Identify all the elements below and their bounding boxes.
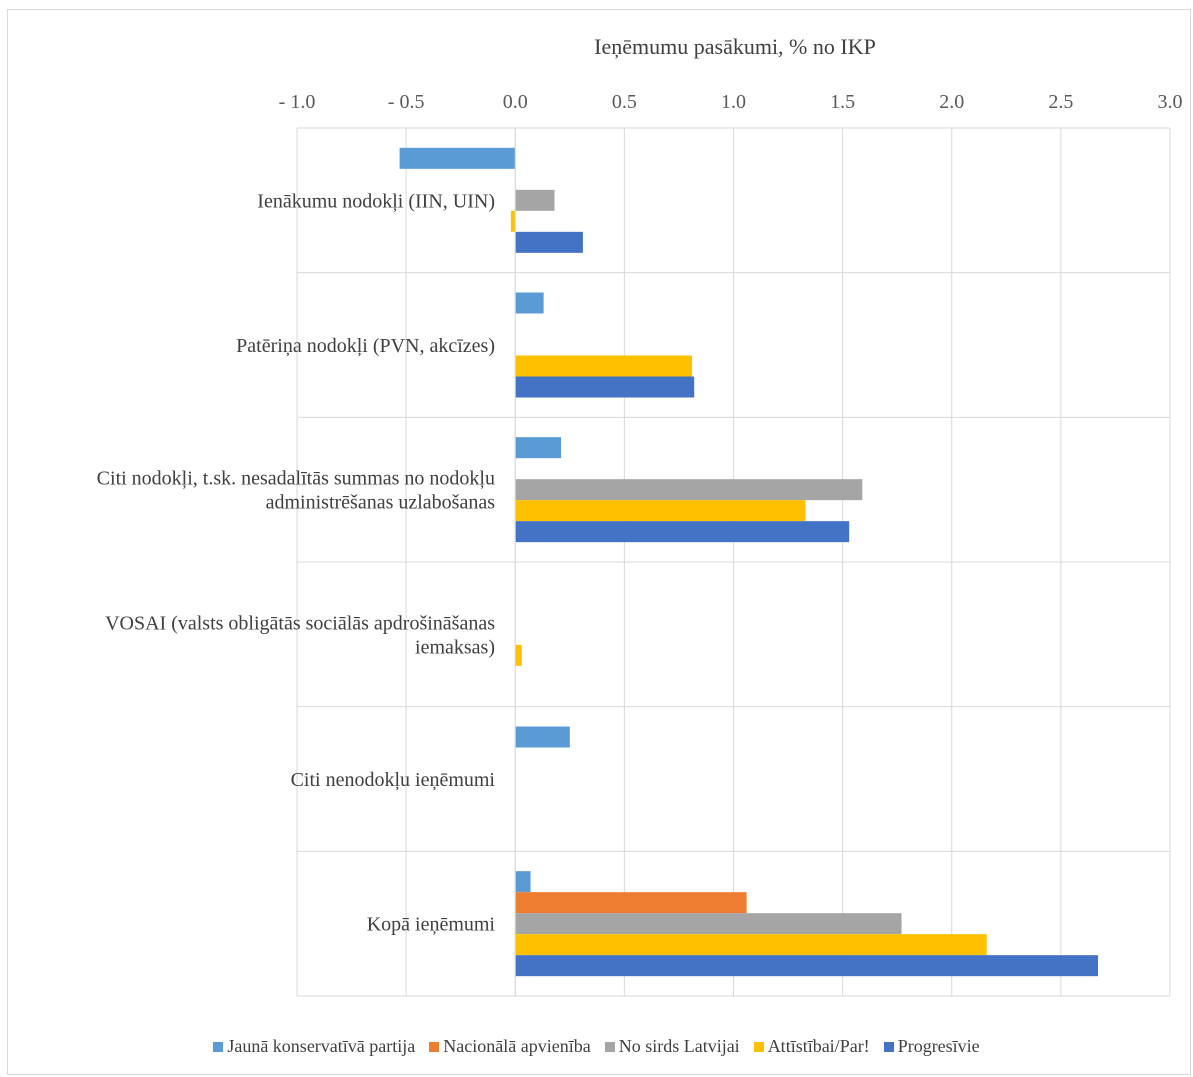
chart-frame <box>7 9 1191 1075</box>
category-label: Citi nenodokļu ieņēmumi <box>291 769 496 791</box>
bar <box>515 376 695 398</box>
x-tick-label: 2.5 <box>1048 91 1073 113</box>
bar <box>515 644 522 666</box>
legend-label: Jaunā konservatīvā partija <box>227 1036 416 1056</box>
x-tick-label: - 1.0 <box>279 91 316 113</box>
legend-item: No sirds Latvijai <box>604 1036 740 1057</box>
bar <box>515 892 747 914</box>
chart-title: Ieņēmumu pasākumi, % no IKP <box>594 34 876 59</box>
bar <box>515 437 562 459</box>
x-tick-label: 3.0 <box>1158 91 1183 113</box>
category-label: Kopā ieņēmumi <box>367 914 496 936</box>
bar <box>515 726 570 748</box>
legend-label: Attīstībai/Par! <box>767 1036 870 1056</box>
legend-swatch <box>604 1041 615 1052</box>
legend-swatch <box>883 1041 894 1052</box>
chart-legend: Jaunā konservatīvā partija Nacionālā apvi… <box>0 1036 1193 1057</box>
legend-label: No sirds Latvijai <box>618 1036 740 1056</box>
x-tick-label: 1.5 <box>830 91 855 113</box>
legend-swatch <box>429 1041 440 1052</box>
x-tick-label: - 0.5 <box>388 91 425 113</box>
bar <box>515 955 1098 977</box>
bar <box>515 189 555 211</box>
bar <box>515 913 902 935</box>
legend-item: Progresīvie <box>883 1036 980 1057</box>
legend-label: Nacionālā apvienība <box>443 1036 591 1056</box>
bar <box>515 500 806 522</box>
category-label: administrēšanas uzlabošanas <box>266 492 496 514</box>
category-label: Patēriņa nodokļi (PVN, akcīzes) <box>236 335 495 357</box>
bar <box>515 292 544 314</box>
category-label: iemaksas) <box>415 636 495 658</box>
bar <box>515 934 987 956</box>
bar <box>510 210 516 232</box>
x-tick-label: 2.0 <box>939 91 964 113</box>
legend-item: Nacionālā apvienība <box>429 1036 591 1057</box>
bar <box>515 355 693 377</box>
x-tick-label: 0.0 <box>503 91 528 113</box>
bar <box>515 479 863 501</box>
legend-label: Progresīvie <box>897 1036 980 1056</box>
category-label: Ienākumu nodokļi (IIN, UIN) <box>257 190 495 212</box>
bar <box>515 521 850 543</box>
bar <box>515 871 531 893</box>
bar <box>399 147 516 169</box>
x-tick-label: 1.0 <box>721 91 746 113</box>
x-tick-label: 0.5 <box>612 91 637 113</box>
category-label: VOSAI (valsts obligātās sociālās apdroši… <box>105 612 495 634</box>
legend-item: Attīstībai/Par! <box>753 1036 870 1057</box>
category-label: Citi nodokļi, t.sk. nesadalītās summas n… <box>97 468 495 490</box>
legend-item: Jaunā konservatīvā partija <box>213 1036 415 1057</box>
legend-swatch <box>213 1041 224 1052</box>
legend-swatch <box>753 1041 764 1052</box>
bar <box>515 231 583 253</box>
